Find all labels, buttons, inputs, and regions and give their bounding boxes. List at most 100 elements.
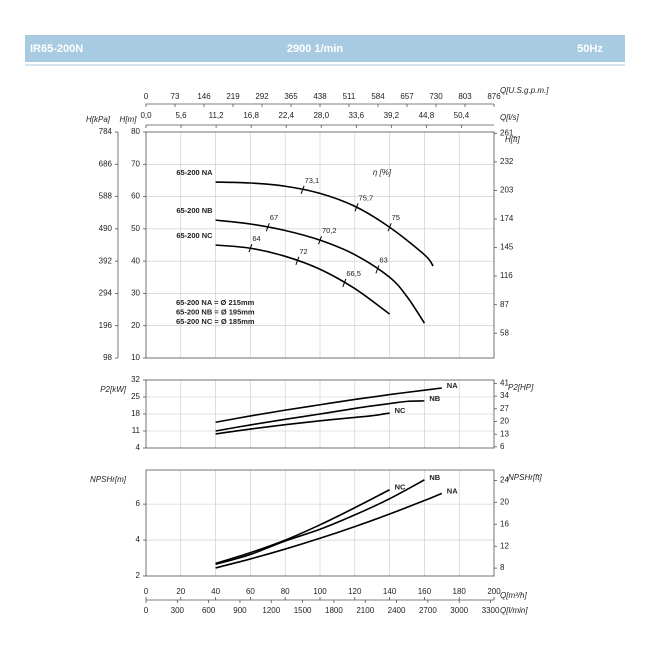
header-bar (25, 35, 625, 62)
y-axis-title: H[kPa] (86, 115, 111, 124)
top-tick-label: 365 (284, 92, 298, 101)
top-tick-label: 44,8 (419, 111, 435, 120)
x-tick-label: 140 (383, 587, 397, 596)
curve (215, 181, 434, 267)
top-tick-label: 584 (371, 92, 385, 101)
y-axis-title: H[m] (120, 115, 138, 124)
curve-label: NA (447, 486, 458, 495)
top-tick-label: 73 (171, 92, 180, 101)
curve (215, 219, 426, 324)
top-tick-label: 511 (343, 92, 356, 101)
curve-label: NB (429, 473, 440, 482)
x2-tick-label: 1200 (262, 606, 280, 615)
top-tick-label: 16,8 (243, 111, 259, 120)
top-tick-label: 876 (487, 92, 501, 101)
y-axis-title: P2[kW] (100, 385, 127, 394)
curve-label: NB (429, 394, 440, 403)
top-tick-label: 0,0 (140, 111, 152, 120)
top-tick-label: 5,6 (175, 111, 187, 120)
x-axis-title: Q[m³/h] (500, 591, 527, 600)
efficiency-mark (354, 203, 359, 212)
top-tick-label: 438 (313, 92, 327, 101)
efficiency-mark (248, 244, 253, 253)
plot-frame (145, 131, 495, 359)
top-tick-label: 28,0 (313, 111, 329, 120)
y-tick-label: 11 (132, 426, 141, 435)
top-tick-label: 292 (255, 92, 269, 101)
y2-tick-label: 12 (500, 541, 509, 550)
efficiency-mark (375, 265, 380, 274)
curve (215, 412, 390, 435)
curve (215, 489, 390, 565)
diameter-note: 65-200 NC = Ø 185mm (176, 317, 255, 326)
efficiency-mark (295, 256, 300, 265)
x-tick-label: 120 (348, 587, 362, 596)
efficiency-label: 70,2 (322, 226, 337, 235)
top-axis-title: Q[l/s] (500, 113, 519, 122)
x-tick-label: 0 (144, 587, 149, 596)
curve-label: 65-200 NC (176, 231, 213, 240)
x2-tick-label: 900 (233, 606, 247, 615)
y-tick-label: 392 (99, 256, 113, 265)
y2-tick-label: 58 (500, 328, 509, 337)
y2-axis-title: NPSHr[ft] (508, 473, 543, 482)
x2-tick-label: 300 (171, 606, 185, 615)
y-tick-label: 25 (131, 392, 140, 401)
curve (215, 492, 443, 569)
y-tick-label: 196 (99, 321, 113, 330)
y-tick-label: 98 (103, 353, 112, 362)
y2-tick-label: 24 (500, 476, 509, 485)
x2-tick-label: 2100 (356, 606, 374, 615)
y-tick-label: 490 (99, 224, 113, 233)
y-tick-label: 686 (99, 159, 113, 168)
y-tick-label: 2 (136, 571, 141, 580)
curve (215, 244, 391, 315)
y2-tick-label: 6 (500, 442, 505, 451)
plot-frame (145, 379, 495, 449)
y2-axis-title: P2[HP] (508, 383, 534, 392)
y2-tick-label: 116 (500, 271, 513, 280)
efficiency-label: 67 (270, 213, 278, 222)
x-tick-label: 60 (246, 587, 255, 596)
y-tick-label: 40 (131, 256, 140, 265)
efficiency-mark (342, 278, 347, 287)
y2-tick-label: 261 (500, 128, 514, 137)
y-tick-label: 294 (99, 289, 113, 298)
y2-tick-label: 34 (500, 391, 509, 400)
diameter-note: 65-200 NB = Ø 195mm (176, 307, 255, 316)
x-tick-label: 40 (211, 587, 220, 596)
efficiency-label: 72 (299, 247, 307, 256)
y2-tick-label: 13 (500, 429, 509, 438)
speed: 2900 1/min (287, 43, 344, 55)
y2-tick-label: 20 (500, 497, 509, 506)
efficiency-mark (265, 223, 270, 232)
x2-tick-label: 1500 (294, 606, 312, 615)
y2-tick-label: 87 (500, 300, 509, 309)
y-tick-label: 4 (136, 535, 141, 544)
y-tick-label: 784 (99, 127, 113, 136)
curve-label: NC (395, 406, 406, 415)
x-tick-label: 160 (418, 587, 432, 596)
plot-frame (145, 469, 495, 577)
top-tick-label: 33,6 (349, 111, 365, 120)
y2-tick-label: 203 (500, 186, 514, 195)
y-tick-label: 6 (136, 499, 141, 508)
efficiency-label: 66,5 (346, 269, 361, 278)
curve (215, 387, 442, 424)
curve-label: 65-200 NA (176, 168, 213, 177)
y-tick-label: 20 (131, 321, 140, 330)
top-tick-label: 146 (197, 92, 211, 101)
x-tick-label: 180 (453, 587, 467, 596)
efficiency-label: 63 (379, 255, 387, 264)
y-axis-title: NPSHr[m] (90, 475, 127, 484)
y-tick-label: 32 (131, 375, 140, 384)
y-tick-label: 4 (136, 443, 141, 452)
top-axis-title: Q[U.S.g.p.m.] (500, 86, 549, 95)
curve (215, 400, 425, 432)
y-tick-label: 60 (131, 192, 140, 201)
curve (215, 479, 425, 566)
x2-axis-title: Q[l/min] (500, 606, 528, 615)
efficiency-mark (318, 235, 322, 245)
x2-tick-label: 3000 (450, 606, 468, 615)
